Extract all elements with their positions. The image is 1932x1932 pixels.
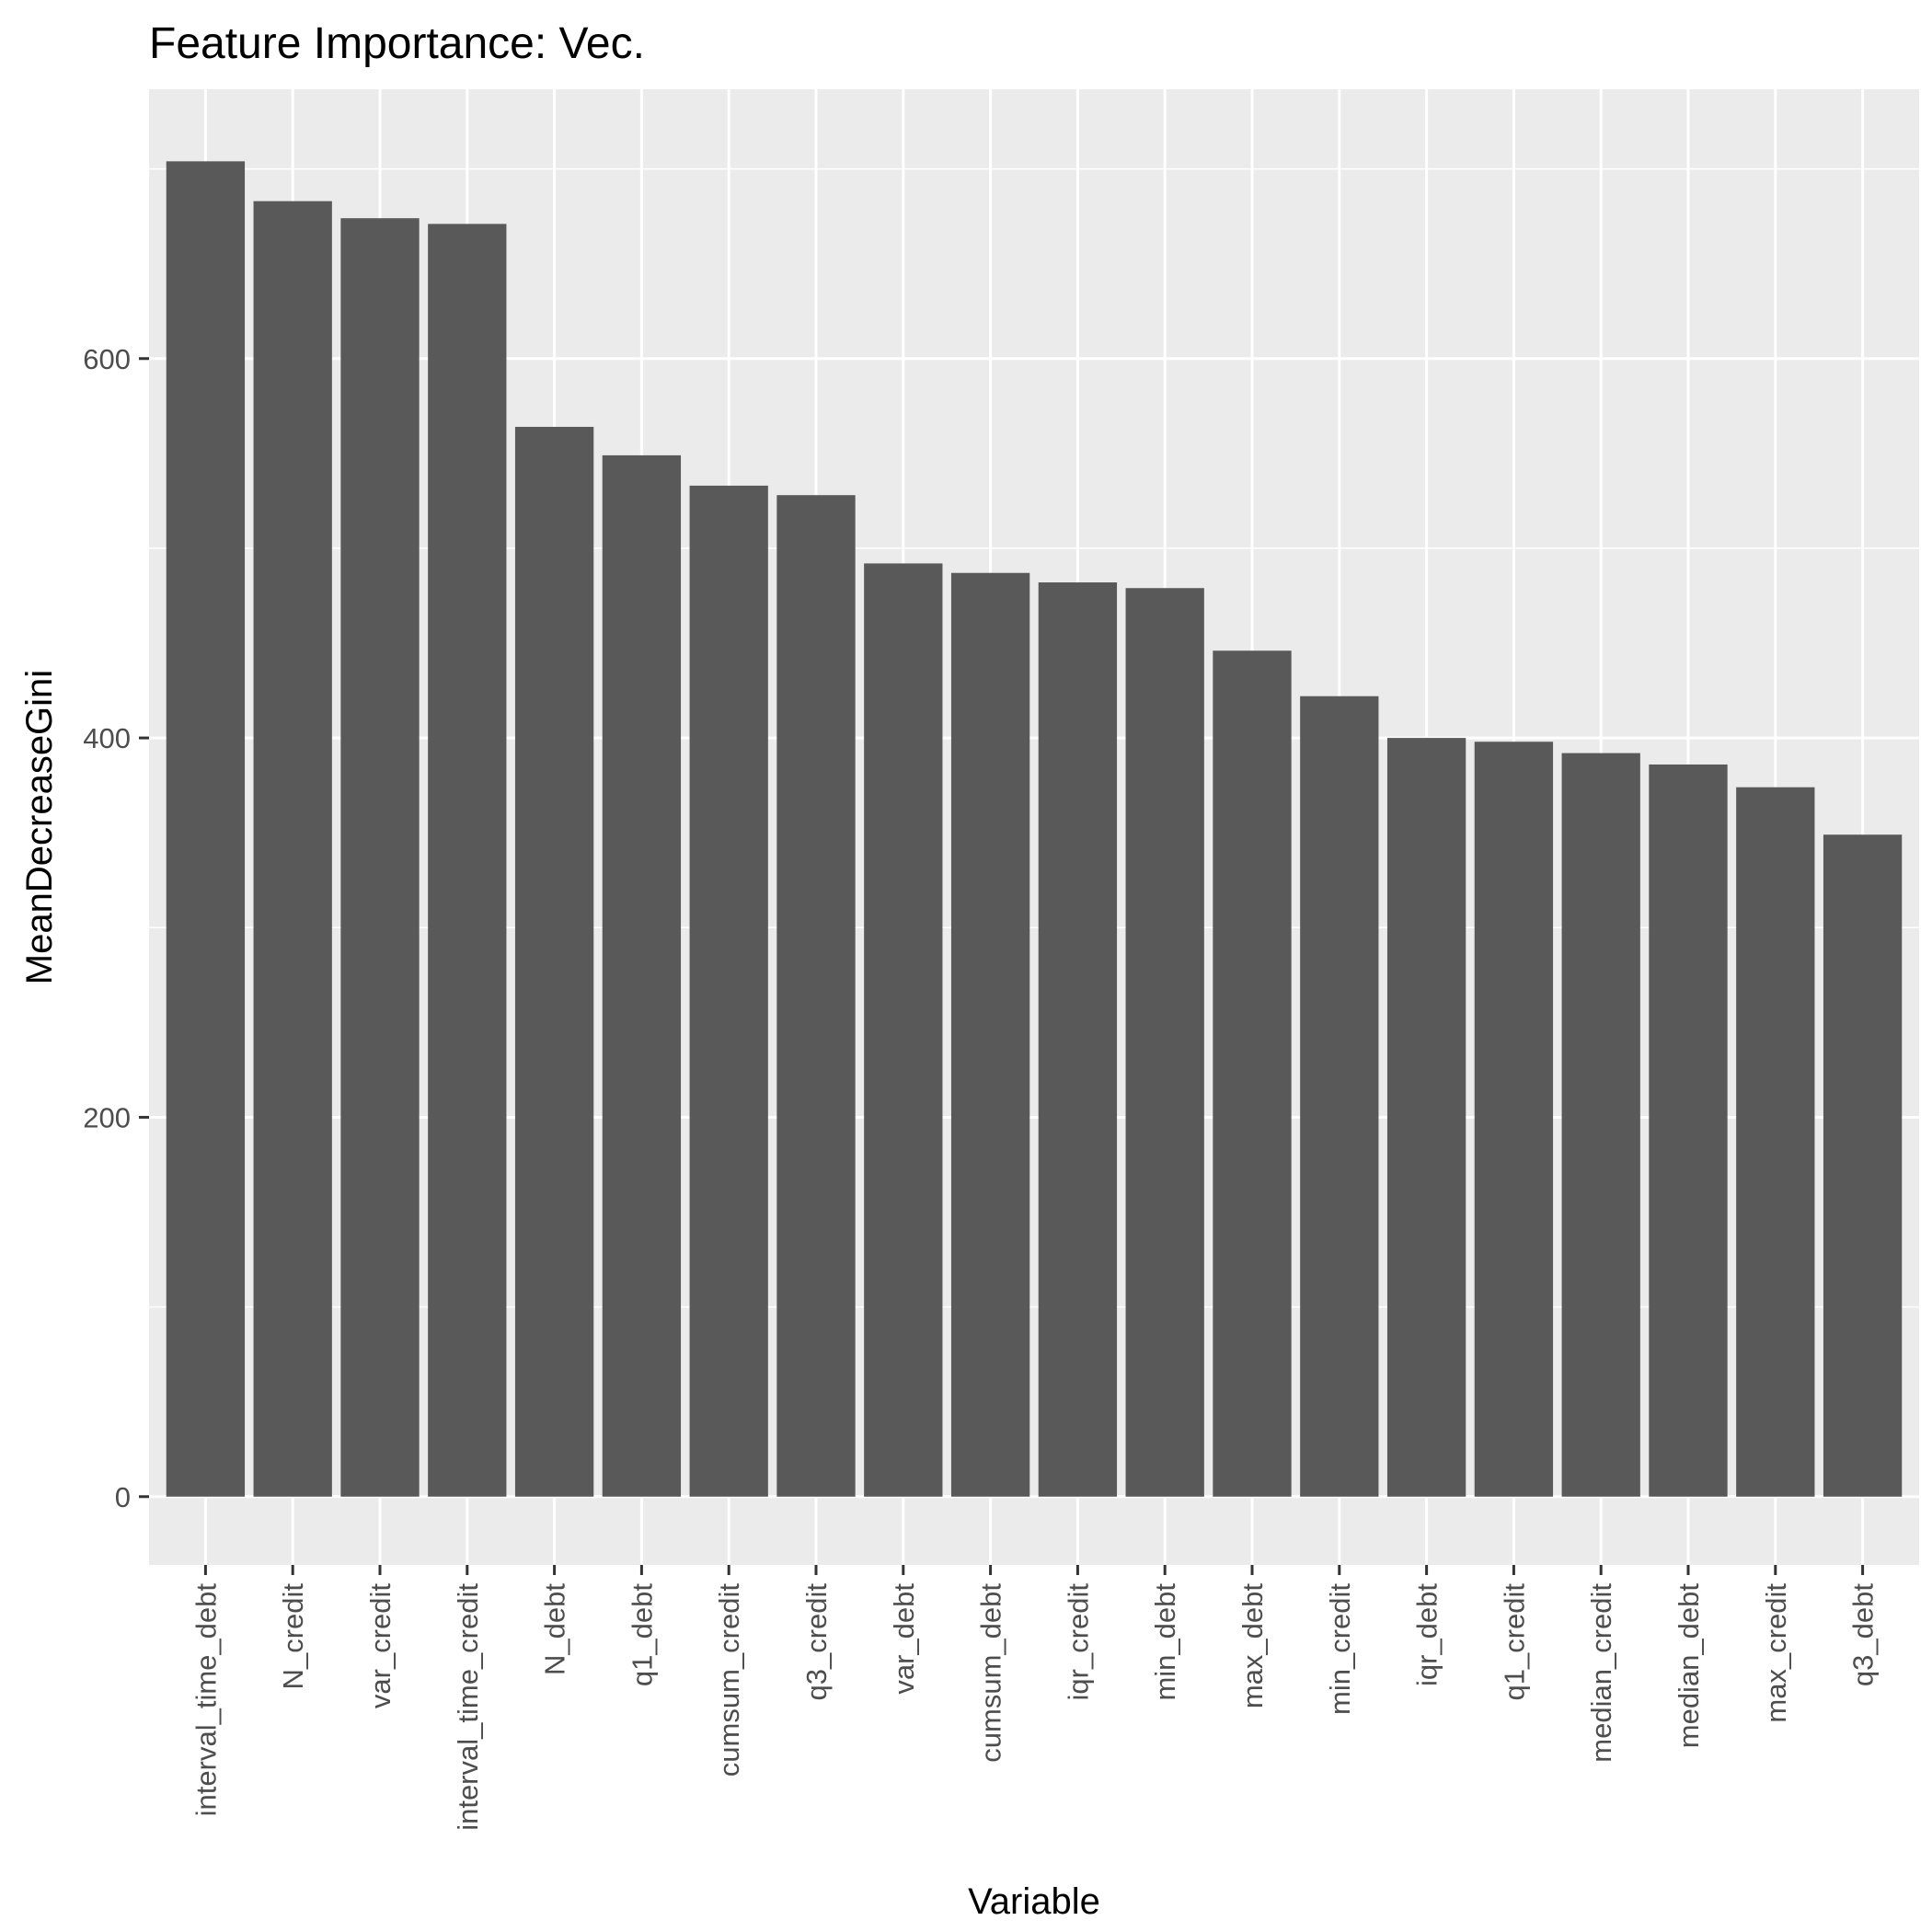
bar-min_credit [1300,696,1379,1497]
y-tick-label: 200 [83,1101,131,1133]
x-tick-label: interval_time_credit [452,1583,484,1831]
bar-q1_credit [1474,742,1554,1497]
x-tick-label: var_credit [364,1583,397,1708]
bar-q3_debt [1823,834,1903,1497]
bar-iqr_credit [1038,582,1118,1497]
bar-q3_credit [776,495,856,1497]
x-tick-label: q3_debt [1847,1583,1880,1686]
bar-iqr_debt [1386,738,1466,1497]
y-axis-title: MeanDecreaseGini [19,670,60,984]
x-axis-title: Variable [968,1881,1100,1922]
bar-median_debt [1649,764,1728,1497]
y-tick-label: 600 [83,343,131,375]
x-tick-label: iqr_credit [1062,1583,1094,1701]
bar-max_credit [1736,787,1815,1497]
x-tick-label: min_debt [1149,1583,1181,1701]
y-tick-label: 0 [115,1481,131,1513]
bar-cumsum_debt [950,572,1030,1497]
bar-cumsum_credit [689,485,768,1497]
x-tick-label: iqr_debt [1411,1583,1443,1686]
x-tick-label: q3_credit [800,1583,833,1701]
y-axis-ticks: 0 200 400 600 [83,343,149,1513]
x-tick-label: cumsum_debt [975,1583,1007,1763]
x-tick-label: min_credit [1324,1583,1356,1715]
bar-interval_time_credit [428,224,507,1497]
bar-max_debt [1213,650,1292,1497]
x-tick-label: q1_credit [1498,1583,1530,1701]
bar-q1_debt [602,454,682,1497]
x-tick-label: var_debt [888,1583,920,1695]
bar-N_credit [253,201,332,1497]
x-tick-label: max_credit [1760,1583,1792,1723]
x-tick-label: median_credit [1585,1583,1617,1763]
x-tick-label: median_debt [1673,1583,1705,1749]
bar-min_debt [1125,588,1204,1497]
chart-title: Feature Importance: Vec. [149,19,645,68]
bars [166,161,1903,1497]
x-tick-label: N_credit [277,1583,309,1690]
x-tick-label: max_debt [1236,1583,1269,1709]
bar-var_credit [340,218,420,1497]
x-tick-label: N_debt [539,1583,571,1675]
bar-interval_time_debt [166,161,246,1497]
x-axis-ticks: interval_time_debt N_credit var_credit inte… [190,1565,1880,1831]
bar-N_debt [514,426,594,1497]
bar-median_credit [1561,753,1640,1497]
x-tick-label: q1_debt [626,1583,658,1686]
y-tick-label: 400 [83,722,131,754]
x-tick-label: interval_time_debt [190,1583,222,1817]
bar-var_debt [864,563,943,1497]
x-tick-label: cumsum_credit [713,1583,745,1777]
